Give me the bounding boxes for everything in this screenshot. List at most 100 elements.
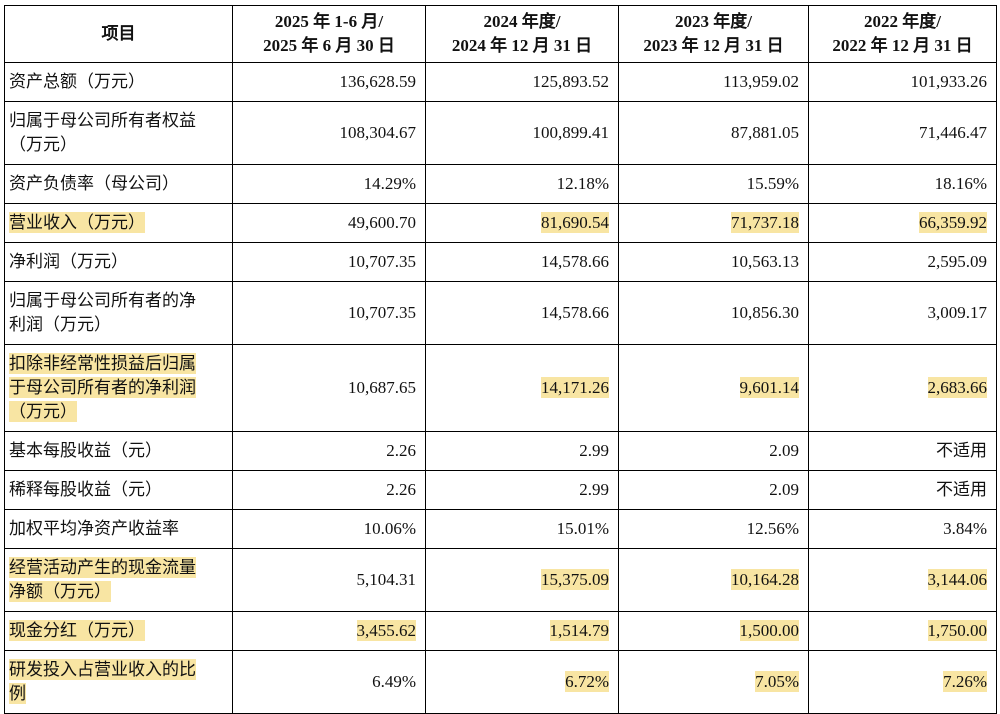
row-value: 7.26% bbox=[808, 650, 997, 714]
row-label-text: 扣除非经常性损益后归属 于母公司所有者的净利润 （万元） bbox=[9, 353, 196, 422]
row-value-text: 10,856.30 bbox=[731, 303, 799, 322]
row-value-text: 2.99 bbox=[579, 480, 609, 499]
financial-summary-table: 项目 2025 年 1-6 月/ 2025 年 6 月 30 日 2024 年度… bbox=[4, 5, 997, 714]
table-row: 加权平均净资产收益率 10.06% 15.01% 12.56% 3.84% bbox=[4, 509, 997, 549]
row-value-text: 10,707.35 bbox=[348, 252, 416, 271]
row-value-text: 81,690.54 bbox=[541, 212, 609, 233]
row-value-text: 2.26 bbox=[386, 480, 416, 499]
row-label: 净利润（万元） bbox=[4, 242, 233, 282]
row-value: 71,446.47 bbox=[808, 101, 997, 165]
row-value: 5,104.31 bbox=[232, 548, 426, 612]
row-value-text: 10,164.28 bbox=[731, 569, 799, 590]
row-value: 1,500.00 bbox=[618, 611, 809, 651]
row-value: 14,171.26 bbox=[425, 344, 619, 432]
table-header: 项目 2025 年 1-6 月/ 2025 年 6 月 30 日 2024 年度… bbox=[4, 5, 997, 63]
row-value: 7.05% bbox=[618, 650, 809, 714]
row-value-text: 18.16% bbox=[934, 174, 987, 193]
row-value: 1,750.00 bbox=[808, 611, 997, 651]
row-value: 2.26 bbox=[232, 431, 426, 471]
row-value: 3,144.06 bbox=[808, 548, 997, 612]
row-value-text: 2.09 bbox=[769, 480, 799, 499]
row-value-text: 113,959.02 bbox=[723, 72, 799, 91]
row-value-text: 3,009.17 bbox=[927, 303, 988, 322]
row-value: 18.16% bbox=[808, 164, 997, 204]
row-value: 12.18% bbox=[425, 164, 619, 204]
table-row: 营业收入（万元） 49,600.70 81,690.54 71,737.18 66,35… bbox=[4, 203, 997, 243]
row-value-text: 6.72% bbox=[565, 671, 609, 692]
row-value-text: 1,750.00 bbox=[927, 620, 987, 641]
row-label-text: 稀释每股收益（元） bbox=[9, 480, 162, 499]
row-value-text: 1,500.00 bbox=[739, 620, 799, 641]
header-cell-period-2024: 2024 年度/ 2024 年 12 月 31 日 bbox=[425, 5, 619, 63]
row-value: 136,628.59 bbox=[232, 62, 426, 102]
row-value-text: 7.05% bbox=[755, 671, 799, 692]
row-label-text: 基本每股收益（元） bbox=[9, 441, 162, 460]
row-value: 3,455.62 bbox=[232, 611, 426, 651]
table-row: 资产总额（万元） 136,628.59 125,893.52 113,959.02 10… bbox=[4, 62, 997, 102]
row-label-text: 经营活动产生的现金流量 净额（万元） bbox=[9, 557, 196, 602]
row-value: 2,595.09 bbox=[808, 242, 997, 282]
row-value: 10,164.28 bbox=[618, 548, 809, 612]
table-row: 资产负债率（母公司） 14.29% 12.18% 15.59% 18.16% bbox=[4, 164, 997, 204]
row-value: 10,563.13 bbox=[618, 242, 809, 282]
row-value-text: 2,595.09 bbox=[927, 252, 988, 271]
row-value-text: 2,683.66 bbox=[927, 377, 987, 398]
row-value: 14,578.66 bbox=[425, 242, 619, 282]
row-value-text: 3.84% bbox=[943, 519, 987, 538]
row-value: 2.99 bbox=[425, 431, 619, 471]
row-value: 1,514.79 bbox=[425, 611, 619, 651]
row-value: 2,683.66 bbox=[808, 344, 997, 432]
header-cell-period-2025: 2025 年 1-6 月/ 2025 年 6 月 30 日 bbox=[232, 5, 426, 63]
row-value-text: 2.09 bbox=[769, 441, 799, 460]
row-label: 研发投入占营业收入的比 例 bbox=[4, 650, 233, 714]
row-value-text: 71,446.47 bbox=[919, 123, 987, 142]
row-value: 87,881.05 bbox=[618, 101, 809, 165]
row-label: 资产负债率（母公司） bbox=[4, 164, 233, 204]
row-value: 100,899.41 bbox=[425, 101, 619, 165]
row-value: 15.01% bbox=[425, 509, 619, 549]
row-value: 81,690.54 bbox=[425, 203, 619, 243]
row-value: 2.09 bbox=[618, 431, 809, 471]
row-value: 125,893.52 bbox=[425, 62, 619, 102]
row-value: 66,359.92 bbox=[808, 203, 997, 243]
row-value: 9,601.14 bbox=[618, 344, 809, 432]
table-row: 归属于母公司所有者权益 （万元） 108,304.67 100,899.41 87,8… bbox=[4, 101, 997, 165]
row-value: 108,304.67 bbox=[232, 101, 426, 165]
row-value: 14.29% bbox=[232, 164, 426, 204]
row-value: 12.56% bbox=[618, 509, 809, 549]
row-label: 基本每股收益（元） bbox=[4, 431, 233, 471]
row-value-text: 5,104.31 bbox=[356, 570, 417, 589]
row-value-text: 108,304.67 bbox=[339, 123, 417, 142]
row-label: 资产总额（万元） bbox=[4, 62, 233, 102]
row-value: 10,707.35 bbox=[232, 242, 426, 282]
row-value-text: 125,893.52 bbox=[532, 72, 610, 91]
row-value-text: 10.06% bbox=[363, 519, 416, 538]
row-value-text: 14.29% bbox=[363, 174, 416, 193]
row-label-text: 归属于母公司所有者权益 （万元） bbox=[9, 111, 196, 154]
row-value-text: 1,514.79 bbox=[549, 620, 609, 641]
row-value: 71,737.18 bbox=[618, 203, 809, 243]
row-value-text: 14,578.66 bbox=[541, 303, 609, 322]
row-value-text: 2.26 bbox=[386, 441, 416, 460]
row-value-text: 66,359.92 bbox=[919, 212, 987, 233]
row-value: 113,959.02 bbox=[618, 62, 809, 102]
row-label: 营业收入（万元） bbox=[4, 203, 233, 243]
table-body: 资产总额（万元） 136,628.59 125,893.52 113,959.02 10… bbox=[4, 62, 997, 714]
table-row: 基本每股收益（元） 2.26 2.99 2.09 不适用 bbox=[4, 431, 997, 471]
row-label: 归属于母公司所有者的净 利润（万元） bbox=[4, 281, 233, 345]
row-label-text: 加权平均净资产收益率 bbox=[9, 519, 179, 538]
table-row: 经营活动产生的现金流量 净额（万元） 5,104.31 15,375.09 10,16… bbox=[4, 548, 997, 612]
row-label-text: 现金分红（万元） bbox=[9, 620, 145, 641]
row-value: 15.59% bbox=[618, 164, 809, 204]
row-value: 不适用 bbox=[808, 470, 997, 510]
row-value-text: 3,144.06 bbox=[927, 569, 987, 590]
row-value: 2.09 bbox=[618, 470, 809, 510]
row-value-text: 14,171.26 bbox=[541, 377, 609, 398]
row-value: 2.26 bbox=[232, 470, 426, 510]
row-label-text: 资产负债率（母公司） bbox=[9, 174, 179, 193]
row-label: 经营活动产生的现金流量 净额（万元） bbox=[4, 548, 233, 612]
row-value: 6.49% bbox=[232, 650, 426, 714]
table-row: 净利润（万元） 10,707.35 14,578.66 10,563.13 2,595.… bbox=[4, 242, 997, 282]
row-value: 49,600.70 bbox=[232, 203, 426, 243]
row-label: 扣除非经常性损益后归属 于母公司所有者的净利润 （万元） bbox=[4, 344, 233, 432]
